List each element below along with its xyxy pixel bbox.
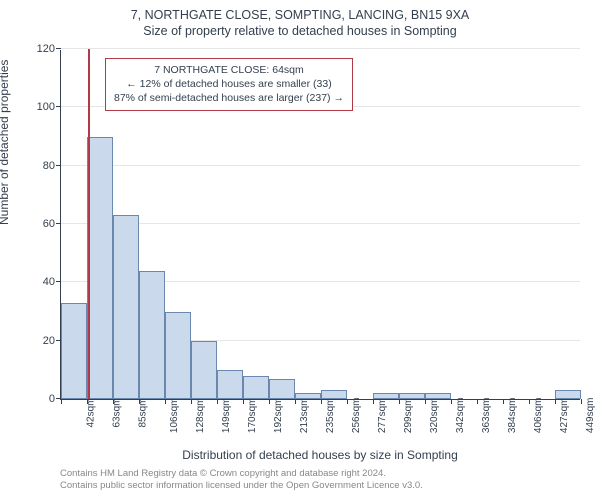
- xtick-mark: [399, 399, 400, 404]
- gridline: [61, 165, 580, 166]
- xtick-mark: [61, 399, 62, 404]
- histogram-bar: [243, 376, 269, 399]
- attribution: Contains HM Land Registry data © Crown c…: [60, 468, 580, 493]
- gridline: [61, 48, 580, 49]
- xtick-mark: [87, 399, 88, 404]
- info-box-line2: ← 12% of detached houses are smaller (33…: [114, 77, 344, 91]
- xtick-mark: [373, 399, 374, 404]
- xtick-label: 192sqm: [273, 398, 284, 434]
- histogram-bar: [269, 379, 295, 399]
- xtick-mark: [165, 399, 166, 404]
- xtick-label: 235sqm: [325, 398, 336, 434]
- histogram-bar: [555, 390, 581, 399]
- ytick-label: 80: [27, 160, 55, 172]
- xtick-mark: [139, 399, 140, 404]
- histogram-bar: [61, 303, 87, 399]
- histogram-bar: [87, 137, 113, 400]
- ytick-label: 20: [27, 335, 55, 347]
- xtick-label: 213sqm: [299, 398, 310, 434]
- histogram-bar: [139, 271, 165, 399]
- histogram-bar: [373, 393, 399, 399]
- xtick-mark: [217, 399, 218, 404]
- histogram-bar: [217, 370, 243, 399]
- xtick-label: 128sqm: [195, 398, 206, 434]
- plot-area: 7 NORTHGATE CLOSE: 64sqm ← 12% of detach…: [60, 50, 580, 400]
- xtick-label: 406sqm: [533, 398, 544, 434]
- xtick-mark: [503, 399, 504, 404]
- histogram-bar: [321, 390, 347, 399]
- ytick-mark: [56, 281, 61, 282]
- histogram-bar: [425, 393, 451, 399]
- histogram-bar: [191, 341, 217, 399]
- highlight-marker-line: [88, 49, 90, 399]
- xtick-label: 299sqm: [403, 398, 414, 434]
- y-axis-label: Number of detached properties: [0, 60, 11, 225]
- ytick-label: 100: [27, 101, 55, 113]
- xtick-label: 149sqm: [221, 398, 232, 434]
- xtick-mark: [477, 399, 478, 404]
- ytick-mark: [56, 48, 61, 49]
- xtick-mark: [425, 399, 426, 404]
- xtick-label: 106sqm: [169, 398, 180, 434]
- xtick-mark: [321, 399, 322, 404]
- ytick-label: 40: [27, 276, 55, 288]
- xtick-mark: [295, 399, 296, 404]
- xtick-label: 256sqm: [351, 398, 362, 434]
- xtick-mark: [529, 399, 530, 404]
- info-box-line1: 7 NORTHGATE CLOSE: 64sqm: [114, 63, 344, 77]
- chart-title-address: 7, NORTHGATE CLOSE, SOMPTING, LANCING, B…: [0, 8, 600, 22]
- ytick-mark: [56, 165, 61, 166]
- histogram-bar: [295, 393, 321, 399]
- xtick-mark: [555, 399, 556, 404]
- xtick-label: 342sqm: [455, 398, 466, 434]
- ytick-label: 0: [27, 393, 55, 405]
- chart-title-description: Size of property relative to detached ho…: [0, 24, 600, 38]
- x-axis-label: Distribution of detached houses by size …: [60, 448, 580, 462]
- info-box: 7 NORTHGATE CLOSE: 64sqm ← 12% of detach…: [105, 58, 353, 111]
- histogram-bar: [113, 215, 139, 399]
- xtick-mark: [269, 399, 270, 404]
- attribution-line1: Contains HM Land Registry data © Crown c…: [60, 468, 580, 480]
- xtick-label: 427sqm: [559, 398, 570, 434]
- xtick-mark: [581, 399, 582, 404]
- ytick-mark: [56, 106, 61, 107]
- xtick-mark: [451, 399, 452, 404]
- xtick-mark: [243, 399, 244, 404]
- chart-titles: 7, NORTHGATE CLOSE, SOMPTING, LANCING, B…: [0, 8, 600, 38]
- ytick-label: 60: [27, 218, 55, 230]
- xtick-label: 320sqm: [429, 398, 440, 434]
- ytick-label: 120: [27, 43, 55, 55]
- histogram-bar: [399, 393, 425, 399]
- xtick-mark: [347, 399, 348, 404]
- xtick-label: 449sqm: [585, 398, 596, 434]
- ytick-mark: [56, 223, 61, 224]
- xtick-mark: [113, 399, 114, 404]
- xtick-label: 363sqm: [481, 398, 492, 434]
- attribution-line2: Contains public sector information licen…: [60, 480, 580, 492]
- xtick-label: 170sqm: [247, 398, 258, 434]
- xtick-label: 277sqm: [377, 398, 388, 434]
- histogram-bar: [165, 312, 191, 400]
- xtick-mark: [191, 399, 192, 404]
- info-box-line3: 87% of semi-detached houses are larger (…: [114, 91, 344, 105]
- xtick-label: 384sqm: [507, 398, 518, 434]
